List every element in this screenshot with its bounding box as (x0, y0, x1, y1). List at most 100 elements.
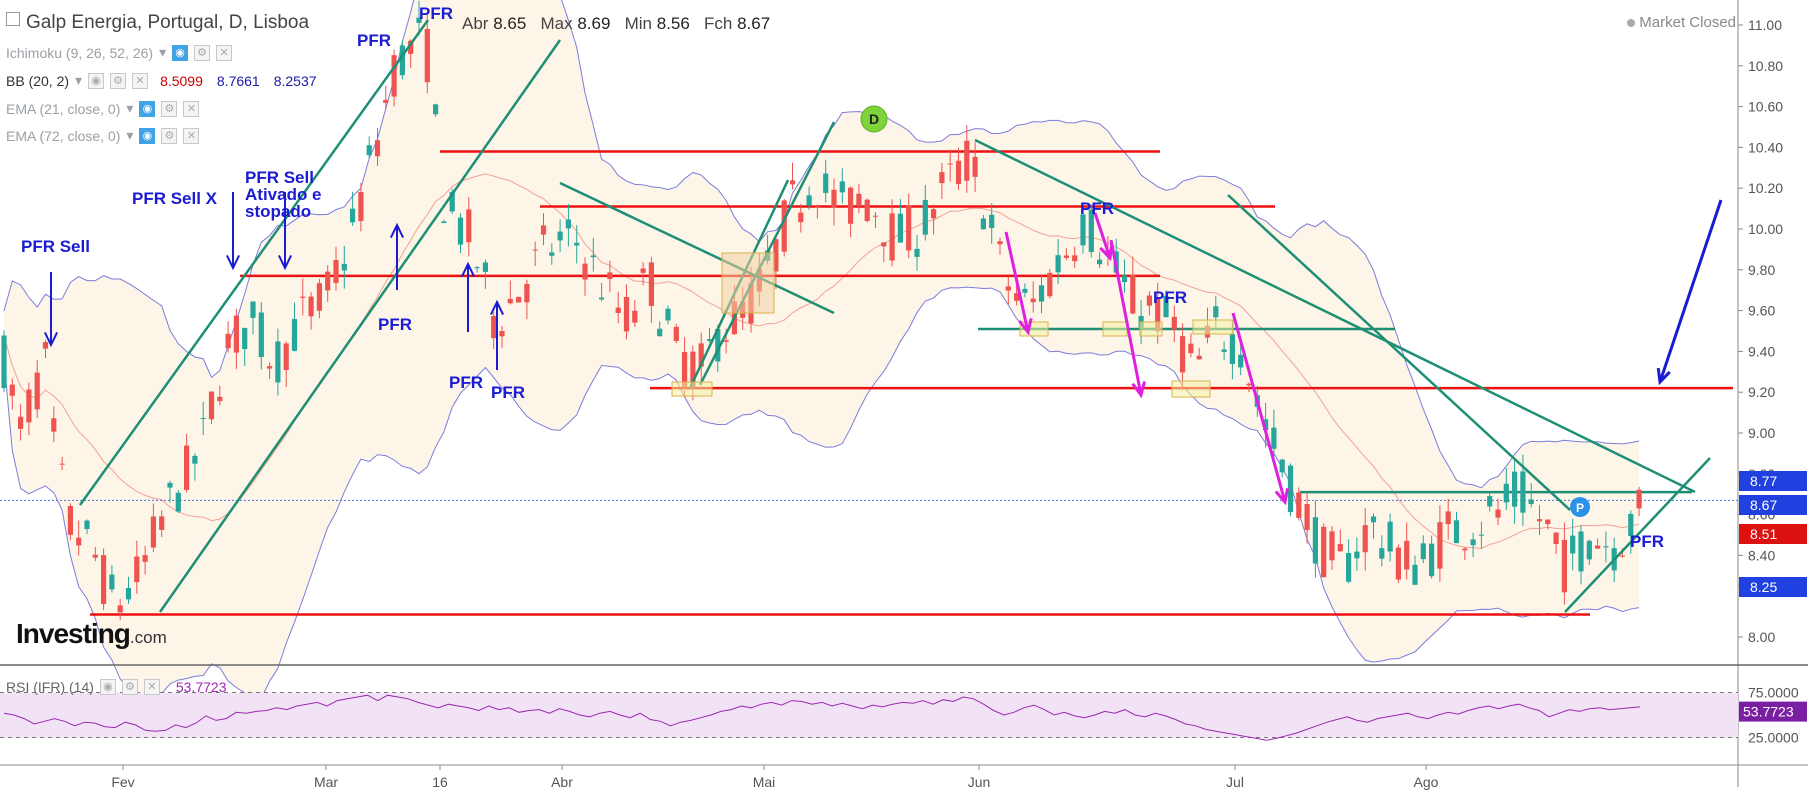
close-icon[interactable]: ✕ (216, 44, 233, 61)
settings-icon[interactable]: ⚙ (110, 72, 127, 89)
rsi-label: RSI (IFR) (14) (6, 679, 94, 695)
rsi-legend[interactable]: RSI (IFR) (14) ◉ ⚙ ✕ 53.7723 (6, 679, 227, 695)
price-tick-label: 10.20 (1748, 180, 1783, 196)
close-icon[interactable]: ✕ (183, 100, 200, 117)
time-tick-label: Jul (1226, 774, 1244, 790)
dropdown-icon[interactable]: ▾ (75, 72, 83, 88)
dropdown-icon[interactable]: ▾ (126, 100, 134, 116)
bb-upper-value: 8.7661 (216, 72, 260, 89)
candle-body (590, 255, 596, 258)
price-tick-label: 11.00 (1748, 17, 1782, 33)
candle-body (723, 340, 729, 342)
close-icon[interactable]: ✕ (183, 127, 200, 144)
candle-body (1329, 531, 1335, 561)
candle-body (1229, 334, 1235, 364)
annotation-pfr: PFR (1080, 199, 1114, 218)
candle-body (341, 263, 347, 271)
settings-icon[interactable]: ⚙ (121, 679, 138, 695)
rsi-pane: 75.0000 25.0000 53.7723 (0, 685, 1807, 746)
candle-body (881, 242, 887, 247)
dropdown-icon[interactable]: ▾ (126, 127, 134, 143)
candle-body (1271, 427, 1277, 449)
candle-body (1171, 316, 1177, 330)
settings-icon[interactable]: ⚙ (161, 100, 178, 117)
candle-body (1487, 496, 1493, 507)
price-tick-label: 9.60 (1748, 303, 1775, 319)
candle-body (449, 191, 455, 212)
candle-body (308, 296, 314, 317)
eye-icon[interactable]: ◉ (172, 44, 189, 61)
up-arrow-head (490, 299, 504, 316)
candle-body (1412, 564, 1418, 585)
candle-body (1478, 534, 1484, 536)
price-tick-label: 10.00 (1748, 221, 1783, 237)
candle-body (1395, 547, 1401, 580)
indicator-ema72[interactable]: EMA (72, close, 0) ▾ ◉ ⚙ ✕ (6, 127, 200, 144)
price-tick-label: 9.00 (1748, 425, 1775, 441)
rsi-level-label: 25.0000 (1748, 730, 1799, 746)
candle-body (706, 339, 713, 341)
candle-body (1263, 419, 1269, 431)
candle-body (1362, 525, 1368, 553)
candle-body (532, 249, 538, 251)
candle-body (391, 55, 397, 97)
candle-body (1495, 509, 1501, 518)
highlight-box (1171, 380, 1211, 398)
market-status-text: Market Closed (1639, 14, 1736, 31)
collapse-icon[interactable] (6, 12, 20, 26)
candle-body (1196, 355, 1202, 360)
candle-body (1379, 548, 1385, 559)
highlight-box (1102, 321, 1128, 337)
candle-body (175, 492, 181, 512)
annotation-pfr: PFR (419, 4, 453, 23)
indicator-ichimoku[interactable]: Ichimoku (9, 26, 52, 26) ▾ ◉ ⚙ ✕ (6, 44, 233, 61)
candle-body (300, 296, 306, 298)
magenta-arrow (1109, 239, 1143, 396)
marker-d[interactable] (860, 105, 888, 133)
high-value: 8.69 (577, 14, 611, 33)
candle-body (167, 482, 173, 488)
settings-icon[interactable]: ⚙ (194, 44, 211, 61)
candle-body (433, 104, 439, 115)
indicator-ema21[interactable]: EMA (21, close, 0) ▾ ◉ ⚙ ✕ (6, 100, 200, 117)
highlight-box (721, 252, 775, 314)
indicator-label: EMA (72, close, 0) (6, 127, 121, 144)
eye-icon[interactable]: ◉ (88, 72, 105, 89)
candle-body (1337, 544, 1343, 552)
eye-icon[interactable]: ◉ (139, 100, 156, 117)
candle-body (283, 343, 289, 371)
eye-icon[interactable]: ◉ (139, 127, 156, 144)
candle-body (258, 312, 264, 358)
candle-body (914, 248, 920, 257)
indicator-bb[interactable]: BB (20, 2) ▾ ◉ ⚙ ✕ 8.5099 8.7661 8.2537 (6, 72, 317, 89)
close-icon[interactable]: ✕ (132, 72, 149, 89)
candle-body (1520, 471, 1526, 513)
candle-body (225, 333, 231, 349)
candle-body (1595, 545, 1601, 549)
price-tick-label: 8.00 (1748, 629, 1775, 645)
candle-body (150, 516, 156, 548)
candle-body (424, 28, 430, 83)
dropdown-icon[interactable]: ▾ (159, 44, 167, 60)
candle-body (26, 389, 32, 423)
candle-body (1080, 214, 1086, 246)
open-value: 8.65 (493, 14, 527, 33)
candle-body (1453, 520, 1460, 544)
eye-icon[interactable]: ◉ (99, 679, 116, 695)
price-tick-label: 8.40 (1748, 547, 1775, 563)
trendline (1564, 457, 1711, 613)
close-label: Fch (704, 14, 733, 33)
close-icon[interactable]: ✕ (143, 679, 160, 695)
trendline (78, 19, 430, 506)
candle-body (980, 218, 986, 230)
candle-body (217, 396, 223, 402)
candle-body (997, 241, 1003, 245)
time-tick-label: Mai (753, 774, 776, 790)
down-arrow-head (44, 331, 58, 348)
candle-body (1528, 499, 1534, 505)
trendline (158, 39, 562, 613)
candle-body (1030, 298, 1036, 303)
settings-icon[interactable]: ⚙ (161, 127, 178, 144)
marker-p[interactable] (1570, 497, 1590, 517)
